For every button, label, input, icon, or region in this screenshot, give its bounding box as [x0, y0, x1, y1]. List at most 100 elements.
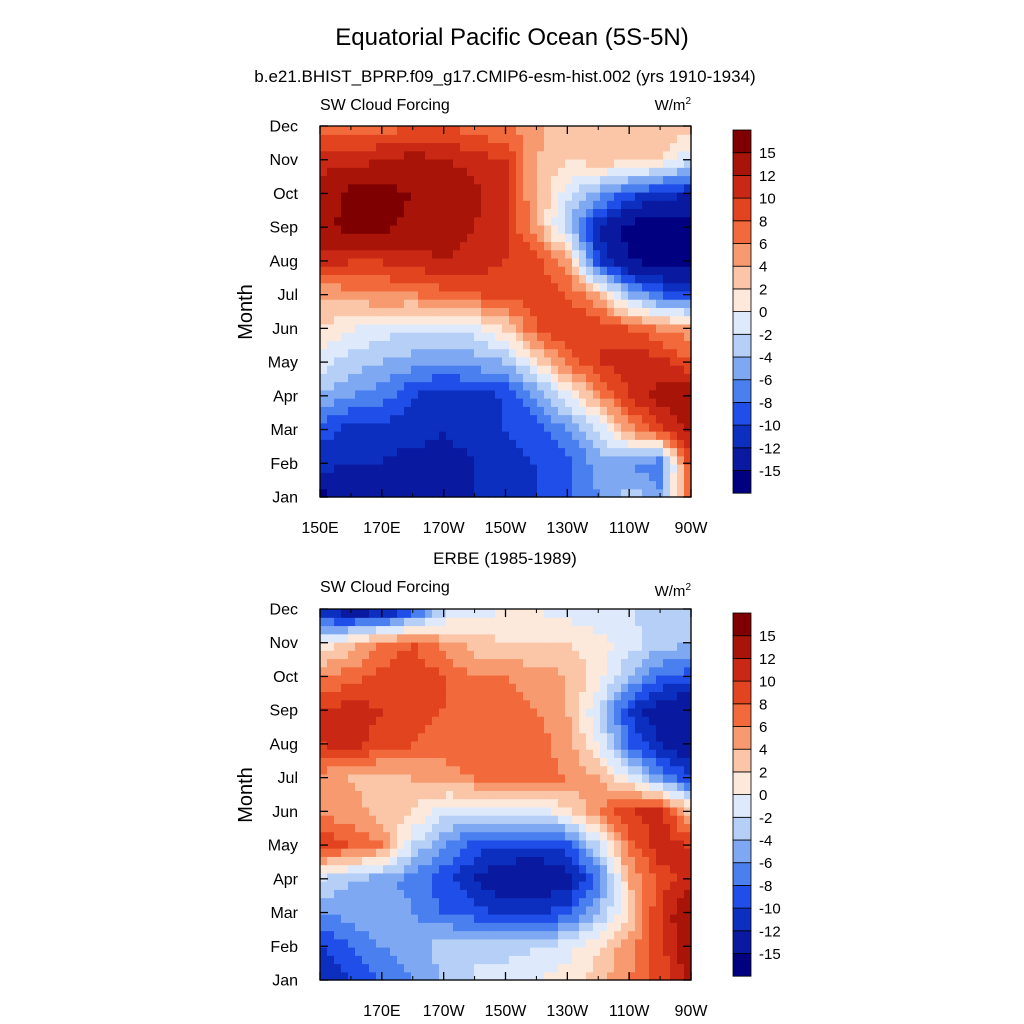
heatmap-cell: [488, 798, 496, 808]
heatmap-cell: [425, 790, 433, 800]
x-tick-label: 150W: [485, 520, 528, 537]
heatmap-cell: [586, 691, 594, 701]
heatmap-cell: [530, 356, 538, 366]
heatmap-cell: [635, 856, 643, 866]
heatmap-cell: [334, 650, 342, 660]
heatmap-cell: [572, 905, 580, 915]
heatmap-cell: [453, 963, 461, 973]
heatmap-cell: [341, 848, 349, 857]
heatmap-cell: [509, 963, 517, 973]
heatmap-cell: [488, 422, 496, 432]
heatmap-cell: [460, 617, 468, 627]
heatmap-cell: [320, 872, 328, 882]
heatmap-cell: [418, 617, 426, 627]
heatmap-cell: [355, 431, 363, 440]
heatmap-cell: [621, 823, 629, 833]
heatmap-cell: [544, 340, 552, 350]
heatmap-cell: [411, 290, 419, 300]
heatmap-cell: [334, 732, 342, 742]
heatmap-cell: [383, 257, 391, 267]
heatmap-cell: [663, 856, 671, 866]
heatmap-cell: [404, 348, 412, 358]
heatmap-cell: [460, 971, 468, 981]
heatmap-cell: [523, 439, 531, 449]
heatmap-cell: [348, 641, 356, 651]
heatmap-cell: [446, 464, 454, 473]
heatmap-cell: [607, 216, 615, 226]
heatmap-cell: [607, 930, 615, 940]
heatmap-cell: [586, 299, 594, 308]
heatmap-cell: [495, 150, 503, 160]
heatmap-cell: [635, 224, 643, 234]
heatmap-cell: [537, 757, 545, 767]
heatmap-cell: [446, 134, 454, 144]
heatmap-cell: [404, 406, 412, 416]
heatmap-cell: [600, 447, 608, 457]
heatmap-cell: [516, 930, 524, 940]
heatmap-cell: [663, 609, 671, 618]
heatmap-cell: [565, 323, 573, 333]
heatmap-cell: [642, 609, 650, 618]
heatmap-cell: [481, 224, 489, 234]
heatmap-cell: [656, 848, 664, 857]
heatmap-cell: [551, 773, 559, 783]
heatmap-cell: [642, 740, 650, 750]
heatmap-cell: [621, 422, 629, 432]
heatmap-cell: [439, 856, 447, 866]
heatmap-cell: [481, 889, 489, 899]
heatmap-cell: [495, 208, 503, 218]
heatmap-cell: [670, 480, 678, 490]
heatmap-cell: [390, 307, 398, 317]
heatmap-cell: [586, 658, 594, 668]
heatmap-cell: [467, 666, 475, 676]
heatmap-cell: [607, 356, 615, 366]
heatmap-cell: [334, 938, 342, 948]
heatmap-cell: [383, 732, 391, 742]
heatmap-cell: [334, 848, 342, 857]
heatmap-cell: [383, 455, 391, 465]
heatmap-cell: [467, 150, 475, 160]
heatmap-cell: [516, 641, 524, 651]
heatmap-cell: [467, 142, 475, 152]
heatmap-cell: [334, 757, 342, 767]
heatmap-cell: [635, 439, 643, 449]
heatmap-cell: [320, 707, 328, 717]
heatmap-cell: [425, 955, 433, 965]
heatmap-cell: [663, 914, 671, 923]
heatmap-cell: [432, 208, 440, 218]
heatmap-cell: [593, 955, 601, 965]
heatmap-cell: [495, 872, 503, 882]
heatmap-cell: [320, 398, 328, 407]
heatmap-cell: [348, 872, 356, 882]
heatmap-cell: [565, 150, 573, 160]
heatmap-cell: [369, 699, 377, 709]
heatmap-cell: [474, 740, 482, 750]
heatmap-cell: [369, 864, 377, 874]
heatmap-cell: [425, 848, 433, 857]
heatmap-cell: [670, 757, 678, 767]
heatmap-cell: [411, 389, 419, 399]
heatmap-cell: [537, 674, 545, 684]
heatmap-cell: [523, 938, 531, 948]
heatmap-cell: [348, 864, 356, 874]
heatmap-cell: [467, 782, 475, 791]
heatmap-cell: [572, 699, 580, 709]
colorbar-label: 12: [759, 651, 776, 668]
heatmap-cell: [530, 914, 538, 923]
heatmap-cell: [572, 914, 580, 923]
heatmap-cell: [376, 749, 384, 758]
heatmap-cell: [474, 823, 482, 833]
heatmap-cell: [600, 315, 608, 325]
heatmap-cell: [390, 447, 398, 457]
heatmap-cell: [320, 633, 328, 643]
heatmap-cell: [411, 414, 419, 424]
heatmap-cell: [460, 241, 468, 251]
heatmap-cell: [614, 848, 622, 857]
heatmap-cell: [390, 323, 398, 333]
heatmap-cell: [579, 856, 587, 866]
heatmap-cell: [621, 282, 629, 292]
heatmap-cell: [558, 757, 566, 767]
heatmap-cell: [502, 216, 510, 226]
heatmap-cell: [537, 406, 545, 416]
heatmap-cell: [614, 790, 622, 800]
